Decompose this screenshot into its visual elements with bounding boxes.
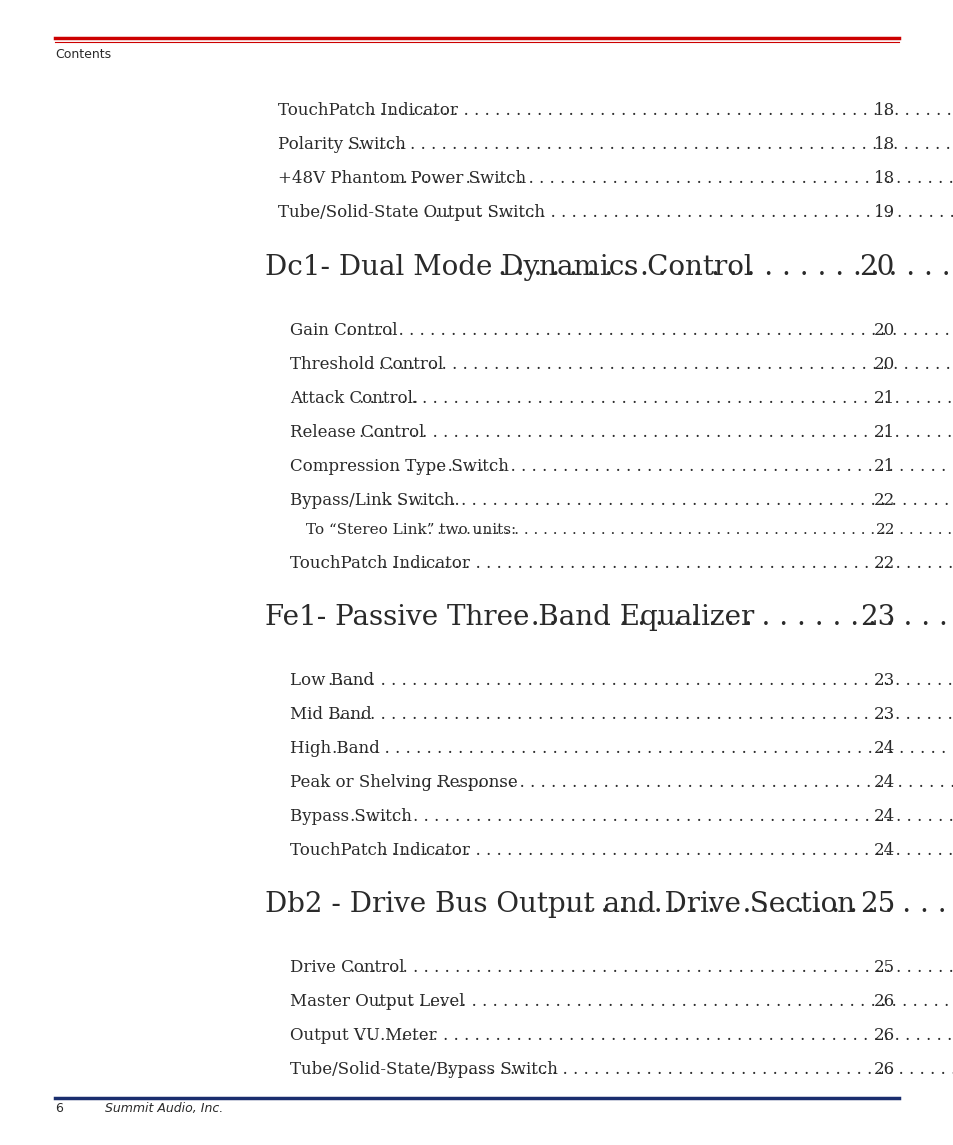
Text: . . . . . . . . . . . . . . . . . . . . . . . . . . . . . . . . . . . . . . . . : . . . . . . . . . . . . . . . . . . . . … (403, 774, 953, 791)
Text: . . . . . . . . . . . . . . . . . . . . . . . . . . . . . . . . . . . . . . . . : . . . . . . . . . . . . . . . . . . . . … (376, 492, 953, 510)
Text: TouchPatch Indicator: TouchPatch Indicator (290, 842, 470, 859)
Text: 18: 18 (873, 136, 894, 153)
Text: . . . . . . . . . . . . . . . . . . . . . . . . . . . . . . . . . . . . . . . . : . . . . . . . . . . . . . . . . . . . . … (369, 102, 953, 119)
Text: . . . . . . . . . . . . . . . . . . . . . . . . . . . . . . . . . . . . . . . . : . . . . . . . . . . . . . . . . . . . . … (512, 605, 953, 631)
Text: . . . . . . . . . . . . . . . . . . . . . . . . . . . . . . . . . . . . . . . . : . . . . . . . . . . . . . . . . . . . . … (418, 523, 953, 537)
Text: Bypass Switch: Bypass Switch (290, 808, 412, 826)
Text: 26: 26 (873, 1027, 894, 1044)
Text: 23: 23 (873, 706, 894, 722)
Text: . . . . . . . . . . . . . . . . . . . . . . . . . . . . . . . . . . . . . . . . : . . . . . . . . . . . . . . . . . . . . … (358, 390, 953, 406)
Text: . . . . . . . . . . . . . . . . . . . . . . . . . . . . . . . . . . . . . . . . : . . . . . . . . . . . . . . . . . . . . … (345, 322, 953, 339)
Text: 23: 23 (859, 605, 894, 631)
Text: Gain Control: Gain Control (290, 322, 397, 339)
Text: . . . . . . . . . . . . . . . . . . . . . . . . . . . . . . . . . . . . . . . . : . . . . . . . . . . . . . . . . . . . . … (347, 136, 953, 153)
Text: Tube/Solid-State Output Switch: Tube/Solid-State Output Switch (277, 204, 544, 221)
Text: Peak or Shelving Response: Peak or Shelving Response (290, 774, 517, 791)
Text: . . . . . . . . . . . . . . . . . . . . . . . . . . . . . . . . . . . . . . . . : . . . . . . . . . . . . . . . . . . . . … (332, 740, 953, 757)
Text: +48V Phantom Power Switch: +48V Phantom Power Switch (277, 169, 525, 187)
Text: . . . . . . . . . . . . . . . . . . . . . . . . . . . . . . . . . . . . . . . . : . . . . . . . . . . . . . . . . . . . . … (358, 1027, 953, 1044)
Text: 24: 24 (873, 842, 894, 859)
Text: 22: 22 (873, 492, 894, 510)
Text: 24: 24 (873, 808, 894, 826)
Text: . . . . . . . . . . . . . . . . . . . . . . . . . . . . . . . . . . . . . . . . : . . . . . . . . . . . . . . . . . . . . … (358, 424, 953, 441)
Text: Tube/Solid-State/Bypass Switch: Tube/Solid-State/Bypass Switch (290, 1061, 558, 1077)
Text: Release Control: Release Control (290, 424, 424, 441)
Text: . . . . . . . . . . . . . . . . . . . . . . . . . . . . . . . . . . . . . . . . : . . . . . . . . . . . . . . . . . . . . … (376, 993, 953, 1010)
Text: . . . . . . . . . . . . . . . . . . . . . . . . . . . . . . . . . . . . . . . . : . . . . . . . . . . . . . . . . . . . . … (391, 169, 953, 187)
Text: Threshold Control: Threshold Control (290, 356, 443, 373)
Text: . . . . . . . . . . . . . . . . . . . . . . . . . . . . . . . . . . . . . . . . : . . . . . . . . . . . . . . . . . . . . … (328, 672, 953, 689)
Text: High Band: High Band (290, 740, 379, 757)
Text: Fe1- Passive Three Band Equalizer: Fe1- Passive Three Band Equalizer (265, 605, 754, 631)
Text: 6: 6 (55, 1101, 63, 1115)
Text: . . . . . . . . . . . . . . . . . . . . . . . . . . . . . . . . . . . . . . . . : . . . . . . . . . . . . . . . . . . . . … (328, 706, 953, 722)
Text: . . . . . . . . . . . . . . . . . . . . . . . . . . . . . . . . . . . . . . . . : . . . . . . . . . . . . . . . . . . . . … (381, 555, 953, 572)
Text: 20: 20 (859, 254, 894, 281)
Text: 18: 18 (873, 169, 894, 187)
Text: . . . . . . . . . . . . . . . . . . . . . . . . . . . . . . . . . . . . . . . . : . . . . . . . . . . . . . . . . . . . . … (381, 842, 953, 859)
Text: 22: 22 (873, 555, 894, 572)
Text: 25: 25 (859, 891, 894, 918)
Text: 21: 21 (873, 424, 894, 441)
Text: Master Output Level: Master Output Level (290, 993, 464, 1010)
Text: 20: 20 (873, 322, 894, 339)
Text: TouchPatch Indicator: TouchPatch Indicator (277, 102, 457, 119)
Text: To “Stereo Link” two units:: To “Stereo Link” two units: (306, 523, 516, 537)
Text: . . . . . . . . . . . . . . . . . . . . . . . . . . . . . . . . . . . . . . . . : . . . . . . . . . . . . . . . . . . . . … (497, 254, 953, 281)
Text: Summit Audio, Inc.: Summit Audio, Inc. (105, 1101, 223, 1115)
Text: . . . . . . . . . . . . . . . . . . . . . . . . . . . . . . . . . . . . . . . . : . . . . . . . . . . . . . . . . . . . . … (395, 458, 953, 475)
Text: . . . . . . . . . . . . . . . . . . . . . . . . . . . . . . . . . . . . . . . . : . . . . . . . . . . . . . . . . . . . . … (350, 960, 953, 976)
Text: Db2 - Drive Bus Output and Drive Section: Db2 - Drive Bus Output and Drive Section (265, 891, 854, 918)
Text: 24: 24 (873, 740, 894, 757)
Text: 22: 22 (875, 523, 894, 537)
Text: 18: 18 (873, 102, 894, 119)
Text: Contents: Contents (55, 48, 111, 61)
Text: Output VU Meter: Output VU Meter (290, 1027, 436, 1044)
Text: . . . . . . . . . . . . . . . . . . . . . . . . . . . . . . . . . . . . . . . . : . . . . . . . . . . . . . . . . . . . . … (368, 356, 953, 373)
Text: . . . . . . . . . . . . . . . . . . . . . . . . . . . . . . . . . . . . . . . . : . . . . . . . . . . . . . . . . . . . . … (425, 1061, 953, 1077)
Text: Low Band: Low Band (290, 672, 374, 689)
Text: Compression Type Switch: Compression Type Switch (290, 458, 508, 475)
Text: . . . . . . . . . . . . . . . . . . . . . . . . . . . . . . . . . . . . . . .: . . . . . . . . . . . . . . . . . . . . … (564, 891, 953, 918)
Text: 26: 26 (873, 1061, 894, 1077)
Text: Mid Band: Mid Band (290, 706, 372, 722)
Text: 25: 25 (873, 960, 894, 976)
Text: . . . . . . . . . . . . . . . . . . . . . . . . . . . . . . . . . . . . . . . . : . . . . . . . . . . . . . . . . . . . . … (350, 808, 953, 826)
Text: 19: 19 (873, 204, 894, 221)
Text: 23: 23 (873, 672, 894, 689)
Text: 24: 24 (873, 774, 894, 791)
Text: Drive Control: Drive Control (290, 960, 404, 976)
Text: TouchPatch Indicator: TouchPatch Indicator (290, 555, 470, 572)
Text: . . . . . . . . . . . . . . . . . . . . . . . . . . . . . . . . . . . . . . . . : . . . . . . . . . . . . . . . . . . . . … (414, 204, 953, 221)
Text: Polarity Switch: Polarity Switch (277, 136, 405, 153)
Text: Attack Control.: Attack Control. (290, 390, 417, 406)
Text: 26: 26 (873, 993, 894, 1010)
Text: 20: 20 (873, 356, 894, 373)
Text: Bypass/Link Switch.: Bypass/Link Switch. (290, 492, 459, 510)
Text: 21: 21 (873, 458, 894, 475)
Text: Dc1- Dual Mode Dynamics Control: Dc1- Dual Mode Dynamics Control (265, 254, 752, 281)
Text: 21: 21 (873, 390, 894, 406)
